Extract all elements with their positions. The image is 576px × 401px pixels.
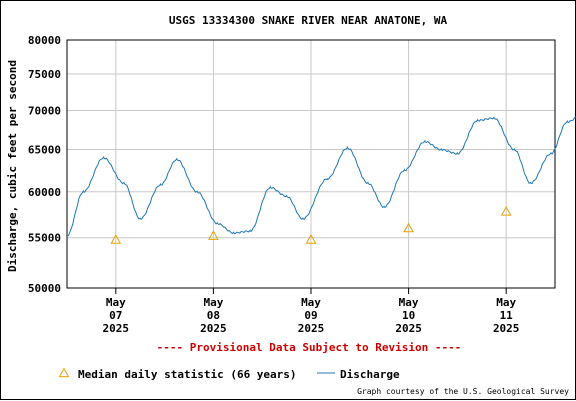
provisional-note: ---- Provisional Data Subject to Revisio… — [157, 341, 462, 354]
series-layer — [66, 116, 576, 244]
x-tick-label: May 07 2025 — [103, 296, 130, 335]
legend-median-icon — [58, 367, 70, 378]
legend-discharge-label: Discharge — [340, 368, 400, 381]
y-tick-label: 55000 — [28, 232, 61, 245]
x-tick-label-line: 2025 — [103, 322, 130, 335]
x-tick-label: May 10 2025 — [395, 296, 422, 335]
chart-title: USGS 13334300 SNAKE RIVER NEAR ANATONE, … — [169, 14, 448, 27]
y-tick-label: 65000 — [28, 144, 61, 157]
y-tick-label: 60000 — [28, 186, 61, 199]
median-marker — [208, 230, 219, 240]
x-tick-label: May 08 2025 — [200, 296, 227, 335]
y-tick-label: 75000 — [28, 68, 61, 81]
x-tick-label-line: 2025 — [200, 322, 227, 335]
x-tick-label-line: 2025 — [298, 322, 325, 335]
x-tick-label-line: 07 — [109, 309, 122, 322]
y-axis-ticks: 50000 55000 60000 65000 70000 75000 80000 — [28, 34, 61, 295]
y-tick-label: 50000 — [28, 282, 61, 295]
credit-text: Graph courtesy of the U.S. Geological Su… — [357, 387, 569, 396]
median-marker — [500, 205, 512, 216]
x-tick-label-line: 2025 — [493, 322, 520, 335]
x-tick-label: May 11 2025 — [493, 296, 520, 335]
x-tick-label-line: May — [106, 296, 126, 309]
x-tick-label-line: 11 — [500, 309, 514, 322]
y-axis-label: Discharge, cubic feet per second — [6, 60, 19, 272]
x-tick-label: May 09 2025 — [298, 296, 325, 335]
x-tick-label-line: May — [496, 296, 516, 309]
x-tick-label-line: 09 — [304, 309, 317, 322]
y-tick-label: 70000 — [28, 104, 61, 117]
x-tick-label-line: May — [301, 296, 321, 309]
grid-lines — [67, 40, 555, 288]
median-marker — [403, 222, 414, 233]
legend: Median daily statistic (66 years) Dischar… — [58, 367, 400, 381]
median-marker — [305, 234, 317, 244]
x-tick-label-line: 10 — [402, 309, 415, 322]
x-tick-label-line: May — [203, 296, 223, 309]
legend-median-label: Median daily statistic (66 years) — [78, 368, 297, 381]
y-tick-label: 80000 — [28, 34, 61, 47]
x-tick-label-line: 08 — [207, 309, 220, 322]
median-marker — [110, 234, 122, 244]
x-tick-label-line: May — [399, 296, 419, 309]
x-tick-label-line: 2025 — [395, 322, 422, 335]
discharge-line — [66, 116, 576, 237]
